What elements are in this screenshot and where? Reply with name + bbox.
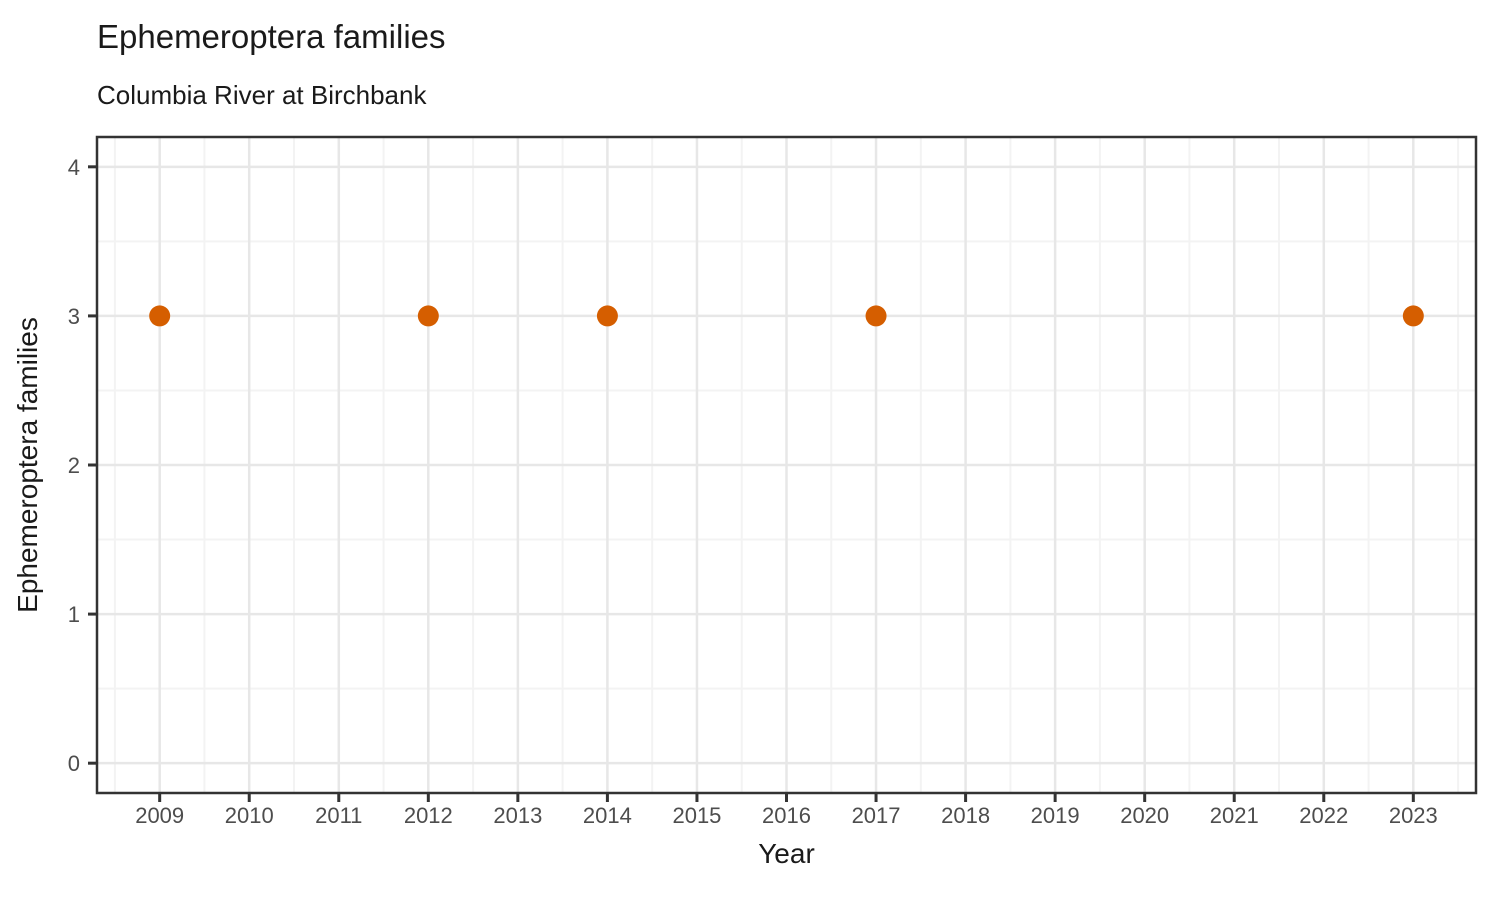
y-axis-tick-label: 1 xyxy=(68,602,80,627)
x-axis-tick-label: 2009 xyxy=(135,803,184,828)
y-axis-tick-label: 4 xyxy=(68,155,80,180)
x-axis-tick-label: 2012 xyxy=(404,803,453,828)
data-point xyxy=(149,305,171,327)
x-axis-tick-label: 2021 xyxy=(1210,803,1259,828)
x-axis-tick-label: 2011 xyxy=(315,803,362,828)
data-point xyxy=(865,305,887,327)
data-point xyxy=(417,305,439,327)
x-axis-tick-label: 2010 xyxy=(225,803,274,828)
x-axis-tick-label: 2013 xyxy=(493,803,542,828)
y-axis-title-wrap: Ephemeroptera families xyxy=(6,137,50,793)
x-axis-tick-label: 2018 xyxy=(941,803,990,828)
x-axis-title: Year xyxy=(758,838,815,869)
x-axis-tick-label: 2020 xyxy=(1120,803,1169,828)
x-axis-tick-label: 2017 xyxy=(852,803,901,828)
x-axis-tick-label: 2023 xyxy=(1389,803,1438,828)
x-axis-tick-label: 2015 xyxy=(672,803,721,828)
x-axis-tick-label: 2022 xyxy=(1299,803,1348,828)
chart-subtitle: Columbia River at Birchbank xyxy=(97,80,427,110)
y-axis-title: Ephemeroptera families xyxy=(12,317,44,613)
x-axis-tick-label: 2014 xyxy=(583,803,632,828)
y-axis-tick-label: 3 xyxy=(68,304,80,329)
data-point xyxy=(1402,305,1424,327)
x-axis-tick-label: 2019 xyxy=(1031,803,1080,828)
data-point xyxy=(596,305,618,327)
x-axis-tick-label: 2016 xyxy=(762,803,811,828)
y-axis-tick-label: 0 xyxy=(68,751,80,776)
chart-title: Ephemeroptera families xyxy=(97,18,446,55)
y-axis-tick-label: 2 xyxy=(68,453,80,478)
